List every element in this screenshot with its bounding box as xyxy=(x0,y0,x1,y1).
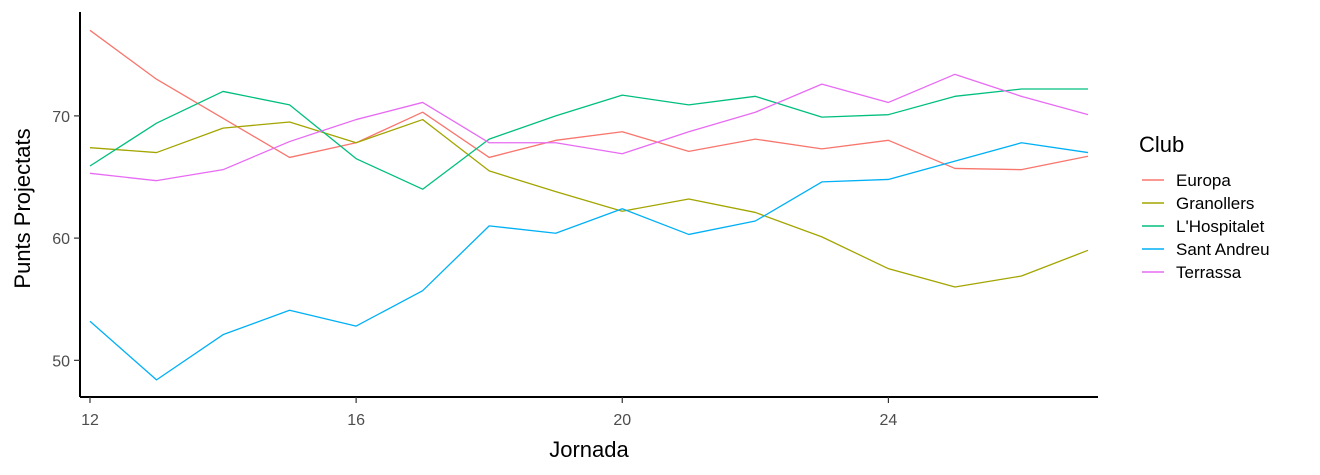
y-tick-label: 50 xyxy=(52,353,70,370)
legend-items: Europa Granollers L'Hospitalet Sant Andreu T… xyxy=(1142,171,1270,282)
y-tick-label: 60 xyxy=(52,231,70,248)
legend: Club Europa Granollers L'Hospitalet Sant An… xyxy=(1139,132,1270,282)
legend-label-l-hospitalet: L'Hospitalet xyxy=(1176,217,1265,236)
y-axis-title: Punts Projectats xyxy=(10,128,35,288)
y-axis-ticks: 50 60 70 xyxy=(52,109,80,370)
legend-label-europa: Europa xyxy=(1176,171,1231,190)
x-tick-label: 16 xyxy=(347,412,365,429)
x-axis-ticks: 12 16 20 24 xyxy=(81,397,897,429)
x-tick-label: 12 xyxy=(81,412,99,429)
legend-label-granollers: Granollers xyxy=(1176,194,1254,213)
x-axis-title: Jornada xyxy=(549,437,629,462)
series-line-l-hospitalet xyxy=(89,88,1089,190)
y-tick-label: 70 xyxy=(52,109,70,126)
series-line-granollers xyxy=(89,118,1089,288)
legend-label-sant-andreu: Sant Andreu xyxy=(1176,240,1270,259)
legend-title: Club xyxy=(1139,132,1184,157)
series-line-sant-andreu xyxy=(89,142,1089,381)
x-tick-label: 24 xyxy=(880,412,898,429)
x-tick-label: 20 xyxy=(613,412,631,429)
series-line-terrassa xyxy=(89,73,1089,182)
legend-label-terrassa: Terrassa xyxy=(1176,263,1242,282)
series-line-europa xyxy=(89,29,1089,171)
series-lines xyxy=(89,29,1089,381)
